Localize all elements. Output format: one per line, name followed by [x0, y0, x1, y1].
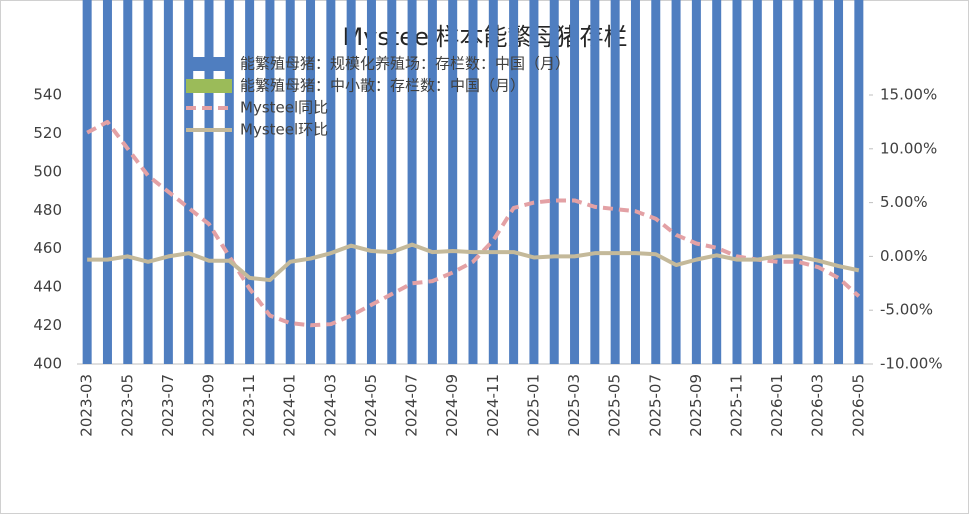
x-tick-label: 2023-11 [240, 374, 258, 437]
bar [346, 0, 356, 364]
x-tick-label: 2025-03 [565, 374, 583, 437]
legend-swatch [186, 79, 232, 93]
legend-swatch [186, 57, 232, 71]
bar [509, 0, 519, 364]
x-tick-label: 2026-01 [768, 374, 786, 437]
y2-tick-label: -5.00% [880, 301, 933, 319]
y-tick-label: 500 [33, 162, 62, 180]
bar [265, 0, 275, 364]
x-tick-label: 2024-11 [484, 374, 502, 437]
x-tick-label: 2024-07 [403, 374, 421, 437]
x-tick-label: 2025-05 [606, 374, 624, 437]
bar [326, 0, 336, 364]
line-series [86, 119, 861, 328]
bar [691, 0, 701, 364]
bar [427, 0, 437, 364]
bar [82, 0, 92, 364]
bar [793, 0, 803, 364]
y2-tick-label: -10.00% [880, 355, 943, 373]
bar [163, 0, 173, 364]
x-tick-label: 2023-05 [118, 374, 136, 437]
x-tick-label: 2025-01 [524, 374, 542, 437]
legend-label: 能繁殖母猪：规模化养殖场：存栏数：中国（月） [240, 55, 570, 73]
legend-label: Mysteel环比 [240, 121, 328, 139]
bar [285, 0, 295, 364]
y-tick-label: 460 [33, 239, 62, 257]
x-tick-label: 2023-03 [78, 374, 96, 437]
x-tick-label: 2025-11 [728, 374, 746, 437]
bar [834, 0, 844, 364]
bar [448, 0, 458, 364]
x-tick-label: 2024-05 [362, 374, 380, 437]
bar [773, 0, 783, 364]
x-tick-label: 2024-09 [443, 374, 461, 437]
bar [651, 0, 661, 364]
bar [306, 0, 316, 364]
bar [143, 0, 153, 364]
bar [407, 0, 417, 364]
bar [245, 0, 255, 364]
y-tick-label: 520 [33, 124, 62, 142]
bar [549, 0, 559, 364]
bar [570, 0, 580, 364]
x-tick-label: 2024-01 [281, 374, 299, 437]
bar [671, 0, 681, 364]
x-tick-label: 2026-03 [809, 374, 827, 437]
legend-label: Mysteel同比 [240, 99, 328, 117]
bar [224, 0, 234, 364]
bar [630, 0, 640, 364]
chart-title: Mysteel样本能繁母猪存栏 [342, 23, 627, 51]
bar [123, 0, 133, 364]
y2-tick-label: 5.00% [880, 193, 928, 211]
y-tick-label: 480 [33, 201, 62, 219]
x-tick-label: 2023-09 [200, 374, 218, 437]
y2-tick-label: 15.00% [880, 86, 937, 104]
bar [366, 0, 376, 364]
x-tick-label: 2026-05 [849, 374, 867, 437]
y2-tick-label: 0.00% [880, 247, 928, 265]
bar [102, 0, 112, 364]
y-tick-label: 420 [33, 316, 62, 334]
y-tick-label: 440 [33, 278, 62, 296]
y-tick-label: 540 [33, 86, 62, 104]
bar [732, 0, 742, 364]
line-series [87, 242, 860, 283]
bar [752, 0, 762, 364]
x-tick-label: 2023-07 [159, 374, 177, 437]
bar [529, 0, 539, 364]
bar [813, 0, 823, 364]
y2-tick-label: 10.00% [880, 139, 937, 157]
x-tick-label: 2024-03 [321, 374, 339, 437]
bar [712, 0, 722, 364]
bar [610, 0, 620, 364]
bar [204, 0, 214, 364]
bar [488, 0, 498, 364]
bar [387, 0, 397, 364]
legend-label: 能繁殖母猪：中小散：存栏数：中国（月） [240, 77, 525, 95]
bar [854, 0, 864, 364]
y-tick-label: 400 [33, 355, 62, 373]
bar [184, 0, 194, 364]
bar [468, 0, 478, 364]
bar [590, 0, 600, 364]
x-tick-label: 2025-07 [646, 374, 664, 437]
x-tick-label: 2025-09 [687, 374, 705, 437]
